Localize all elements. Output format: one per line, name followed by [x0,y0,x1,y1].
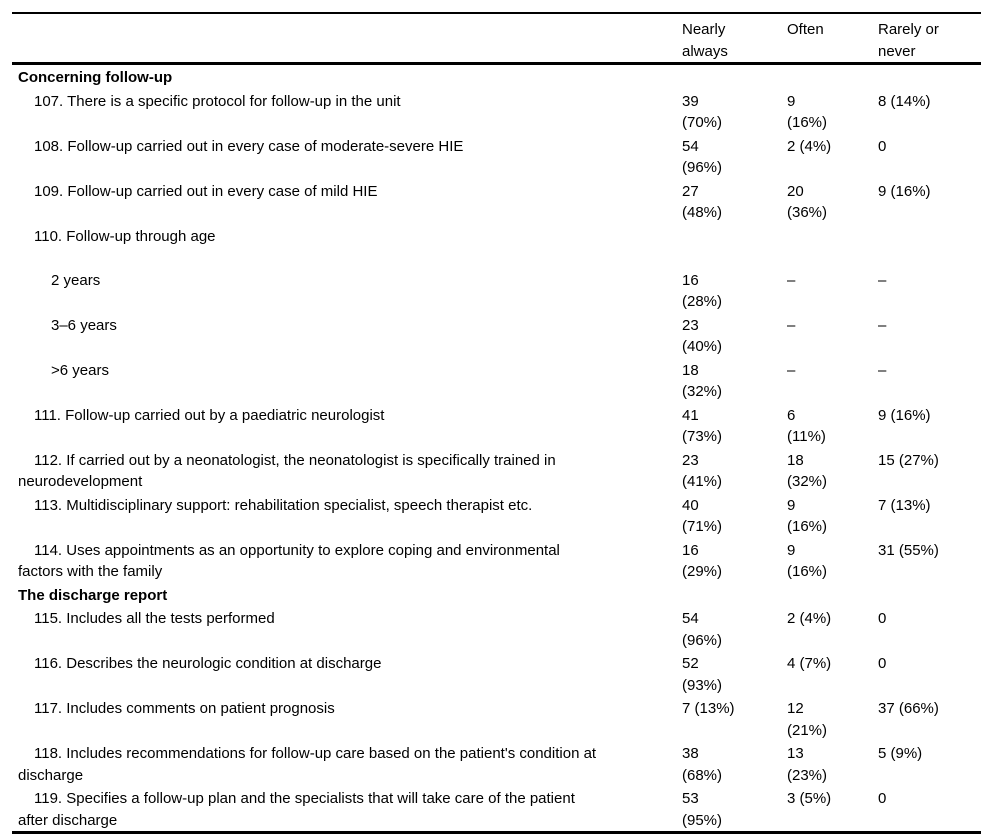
table-row: 114. Uses appointments as an opportunity… [12,538,981,583]
question-column-header [12,13,682,64]
value-rarely-never: 0 [878,790,887,807]
table-row: 112. If carried out by a neonatologist, … [12,448,981,493]
table-row: 110. Follow-up through age [12,224,981,268]
results-table: Nearly always Often Rarely or never Conc… [12,12,981,834]
value-rarely-never: 5 (9%) [878,745,923,762]
question-cell: 112. If carried out by a neonatologist, … [18,451,556,491]
question-cell: 2 years [51,271,101,289]
value-nearly-always: 54 (96%) [682,610,723,649]
value-often: – [787,316,796,334]
value-nearly-always: 54 (96%) [682,137,723,177]
value-nearly-always [682,224,787,268]
table-row: 107. There is a specific protocol for fo… [12,89,981,134]
value-rarely-never: – [878,361,887,379]
value-often: 18 (32%) [787,451,828,491]
value-nearly-always: 23 (41%) [682,451,723,491]
value-often: – [787,271,796,289]
table-row: 115. Includes all the tests performed 54 … [12,606,981,651]
value-often: 3 (5%) [787,790,832,807]
section-label: Concerning follow-up [18,69,173,86]
value-rarely-never: – [878,316,887,334]
value-nearly-always: 16 (28%) [682,271,723,311]
question-cell: 111. Follow-up carried out by a paediatr… [34,406,385,424]
section-label: The discharge report [18,586,168,604]
value-rarely-never: 8 (14%) [878,92,931,110]
table-header: Nearly always Often Rarely or never [12,13,981,64]
table-row: 108. Follow-up carried out in every case… [12,134,981,179]
value-often: 20 (36%) [787,182,828,222]
column-header-often: Often [787,21,824,38]
question-cell: 114. Uses appointments as an opportunity… [18,541,560,581]
value-nearly-always: 41 (73%) [682,406,723,446]
value-nearly-always: 16 (29%) [682,541,723,581]
value-rarely-never: 0 [878,610,887,627]
survey-results-table: Nearly always Often Rarely or never Conc… [12,12,981,834]
table-row: 2 years 16 (28%) – – [12,268,981,313]
question-cell: 109. Follow-up carried out in every case… [34,182,378,200]
question-cell: 118. Includes recommendations for follow… [18,745,597,784]
table-row: 111. Follow-up carried out by a paediatr… [12,403,981,448]
value-nearly-always: 18 (32%) [682,361,723,401]
table-row: 119. Specifies a follow-up plan and the … [12,786,981,833]
value-often: 9 (16%) [787,92,828,132]
value-rarely-never: 37 (66%) [878,700,939,717]
question-cell: 117. Includes comments on patient progno… [34,700,335,717]
table-row: 117. Includes comments on patient progno… [12,696,981,741]
table-row: >6 years 18 (32%) – – [12,358,981,403]
value-rarely-never: 0 [878,655,887,672]
value-often: 2 (4%) [787,137,832,155]
question-cell: 116. Describes the neurologic condition … [34,655,382,672]
value-rarely-never: – [878,271,887,289]
column-header-rarely-never: Rarely or never [878,21,939,60]
question-cell: 3–6 years [51,316,117,334]
value-nearly-always: 53 (95%) [682,790,723,829]
table-row: 116. Describes the neurologic condition … [12,651,981,696]
value-rarely-never: 31 (55%) [878,541,939,559]
value-often [787,224,878,268]
question-cell: 115. Includes all the tests performed [34,610,275,627]
value-often: 6 (11%) [787,406,826,446]
value-often: 2 (4%) [787,610,832,627]
table-row: 3–6 years 23 (40%) – – [12,313,981,358]
value-often: 9 (16%) [787,496,828,536]
table-body: Concerning follow-up 107. There is a spec… [12,64,981,833]
value-often: 13 (23%) [787,745,828,784]
value-often: 12 (21%) [787,700,828,739]
value-nearly-always: 52 (93%) [682,655,723,694]
question-cell: 113. Multidisciplinary support: rehabili… [34,496,533,514]
table-row: 113. Multidisciplinary support: rehabili… [12,493,981,538]
table-row: 118. Includes recommendations for follow… [12,741,981,786]
value-rarely-never: 15 (27%) [878,451,939,469]
value-nearly-always: 38 (68%) [682,745,723,784]
value-often: 9 (16%) [787,541,828,581]
table-row: 109. Follow-up carried out in every case… [12,179,981,224]
value-rarely-never [878,224,981,268]
column-header-nearly-always: Nearly always [682,21,728,60]
question-cell: 119. Specifies a follow-up plan and the … [18,790,575,829]
question-cell: 107. There is a specific protocol for fo… [34,92,401,110]
question-cell: 108. Follow-up carried out in every case… [34,137,464,155]
value-nearly-always: 39 (70%) [682,92,723,132]
question-cell: >6 years [51,361,109,379]
value-nearly-always: 27 (48%) [682,182,723,222]
value-rarely-never: 9 (16%) [878,406,931,424]
section-row: Concerning follow-up [12,64,981,89]
value-nearly-always: 23 (40%) [682,316,723,356]
header-row: Nearly always Often Rarely or never [12,13,981,64]
value-often: 4 (7%) [787,655,832,672]
value-nearly-always: 40 (71%) [682,496,723,536]
value-often: – [787,361,796,379]
question-cell: 110. Follow-up through age [34,227,216,245]
value-nearly-always: 7 (13%) [682,700,735,717]
section-row: The discharge report [12,583,981,607]
value-rarely-never: 9 (16%) [878,182,931,200]
value-rarely-never: 7 (13%) [878,496,931,514]
value-rarely-never: 0 [878,137,887,155]
